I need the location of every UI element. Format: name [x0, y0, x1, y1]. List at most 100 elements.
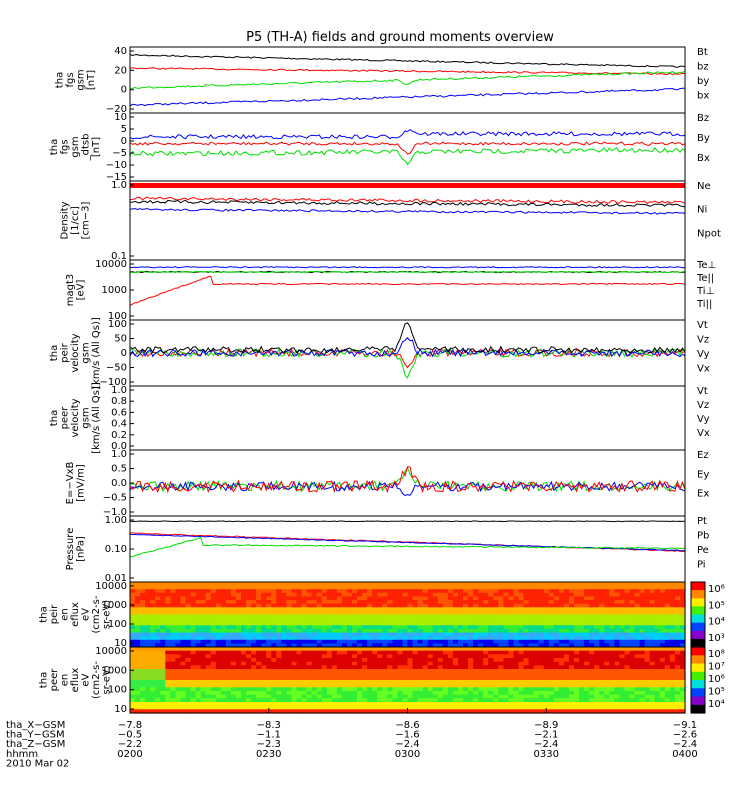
- spectrogram-cell: [246, 636, 252, 641]
- spectrogram-cell: [680, 654, 686, 659]
- spectrogram-cell: [195, 636, 202, 641]
- spectrogram-cell: [180, 680, 187, 685]
- spectrogram-cell: [316, 709, 323, 714]
- spectrogram-cell: [644, 603, 651, 608]
- spectrogram-cell: [180, 592, 187, 597]
- spectrogram-cell: [200, 709, 207, 714]
- spectrogram-cell: [513, 596, 520, 601]
- spectrogram-cell: [200, 596, 207, 601]
- spectrogram-cell: [281, 592, 287, 597]
- spectrogram-cell: [352, 596, 358, 601]
- spectrogram-cell: [130, 658, 136, 663]
- spectrogram-cell: [513, 618, 520, 623]
- spectrogram-cell: [664, 702, 671, 707]
- spectrogram-cell: [230, 621, 237, 626]
- spectrogram-cell: [296, 654, 303, 659]
- spectrogram-cell: [488, 650, 494, 655]
- spectrogram-cell: [563, 665, 570, 670]
- spectrogram-cell: [579, 600, 585, 605]
- spectrogram-cell: [220, 661, 227, 666]
- spectrogram-cell: [680, 687, 686, 692]
- spectrogram-cell: [170, 589, 176, 594]
- spectrogram-cell: [175, 687, 181, 692]
- spectrogram-cell: [422, 639, 429, 644]
- spectrogram-cell: [609, 691, 615, 696]
- spectrogram-cell: [422, 585, 429, 590]
- spectrogram-cell: [367, 596, 373, 601]
- spectrogram-cell: [160, 661, 166, 666]
- spectrogram-cell: [563, 683, 570, 688]
- spectrogram-cell: [271, 585, 277, 590]
- spectrogram-cell: [478, 636, 484, 641]
- spectrogram-cell: [210, 636, 217, 641]
- spectrogram-cell: [150, 691, 156, 696]
- spectrogram-cell: [669, 592, 676, 597]
- spectrogram-cell: [639, 676, 646, 681]
- spectrogram-cell: [301, 636, 308, 641]
- spectrogram-cell: [579, 687, 585, 692]
- spectrogram-cell: [311, 628, 318, 634]
- spectrogram-cell: [417, 628, 424, 634]
- spectrogram-cell: [276, 680, 282, 685]
- y-tick-label: 0.4: [111, 419, 127, 430]
- spectrogram-cell: [503, 632, 509, 637]
- series-ne: [129, 196, 686, 205]
- spectrogram-cell: [316, 661, 323, 666]
- y-label-line: [1/cc]: [70, 206, 81, 235]
- spectrogram-cell: [473, 639, 479, 644]
- spectrogram-cell: [543, 600, 550, 605]
- spectrogram-cell: [659, 632, 666, 637]
- spectrogram-cell: [286, 669, 292, 674]
- spectrogram-cell: [649, 661, 656, 666]
- spectrogram-cell: [190, 687, 197, 692]
- spectrogram-cell: [347, 621, 353, 626]
- spectrogram-cell: [225, 603, 232, 608]
- spectrogram-cell: [473, 694, 479, 699]
- spectrogram-cell: [301, 625, 308, 630]
- spectrogram-cell: [548, 687, 555, 692]
- spectrogram-cell: [382, 614, 388, 619]
- spectrogram-cell: [523, 683, 530, 688]
- spectrogram-cell: [563, 702, 570, 707]
- spectrogram-cell: [599, 596, 605, 601]
- spectrogram-cell: [639, 705, 646, 710]
- spectrogram-cell: [271, 628, 277, 634]
- spectrogram-cell: [367, 628, 373, 634]
- spectrogram-cell: [659, 676, 666, 681]
- spectrogram-cell: [649, 628, 656, 634]
- spectrogram-cell: [175, 614, 181, 619]
- spectrogram-cell: [266, 610, 272, 616]
- spectrogram-cell: [614, 600, 620, 605]
- spectrogram-cell: [281, 698, 287, 703]
- spectrogram-cell: [447, 698, 454, 703]
- spectrogram-cell: [306, 698, 313, 703]
- spectrogram-cell: [674, 702, 681, 707]
- spectrogram-cell: [382, 691, 388, 696]
- spectrogram-cell: [190, 672, 197, 677]
- spectrogram-cell: [266, 639, 272, 644]
- spectrogram-cell: [155, 694, 161, 699]
- spectrogram-cell: [574, 680, 580, 685]
- spectrogram-cell: [447, 625, 454, 630]
- spectrogram-cell: [387, 709, 393, 714]
- spectrogram-cell: [553, 705, 560, 710]
- spectrogram-cell: [190, 628, 197, 634]
- spectrogram-cell: [195, 628, 202, 634]
- spectrogram-cell: [654, 709, 661, 714]
- spectrogram-cell: [614, 694, 620, 699]
- spectrogram-cell: [281, 676, 287, 681]
- spectrogram-cell: [488, 628, 494, 634]
- spectrogram-cell: [483, 603, 489, 608]
- spectrogram-cell: [397, 665, 403, 670]
- spectrogram-cell: [215, 691, 222, 696]
- series-bz: [129, 141, 686, 155]
- spectrogram-cell: [407, 610, 414, 616]
- spectrogram-cell: [225, 705, 232, 710]
- spectrogram-cell: [392, 643, 398, 648]
- spectrogram-cell: [417, 676, 424, 681]
- spectrogram-cell: [468, 621, 474, 626]
- spectrogram-cell: [599, 665, 605, 670]
- spectrogram-cell: [644, 654, 651, 659]
- spectrogram-cell: [286, 665, 292, 670]
- spectrogram-cell: [175, 676, 181, 681]
